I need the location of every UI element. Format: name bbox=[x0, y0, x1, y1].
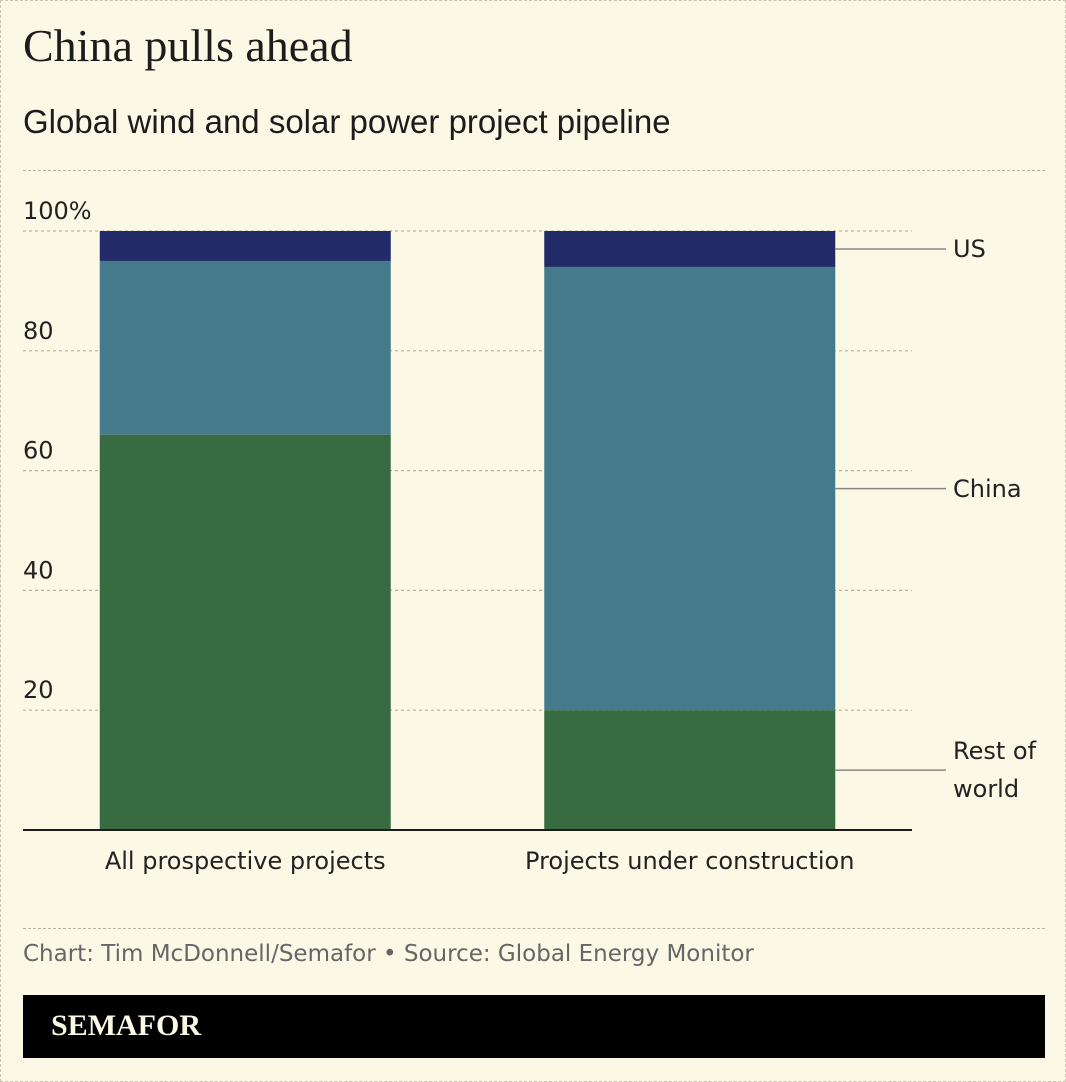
y-tick-label: 40 bbox=[23, 556, 54, 584]
y-tick-label: 100% bbox=[23, 197, 92, 225]
legend-label: China bbox=[953, 474, 1022, 503]
x-tick-label: All prospective projects bbox=[105, 847, 386, 875]
separator bbox=[23, 170, 1045, 171]
separator bbox=[23, 928, 1045, 929]
bar-segment bbox=[99, 260, 391, 435]
brand-logo: SEMAFOR bbox=[51, 1009, 201, 1042]
brand-bar: SEMAFOR bbox=[23, 995, 1045, 1058]
bar-segment bbox=[544, 266, 836, 711]
y-tick-label: 80 bbox=[23, 317, 54, 345]
legend-label: Rest of world bbox=[953, 737, 1037, 804]
chart-subtitle: Global wind and solar power project pipe… bbox=[23, 103, 671, 140]
bar-segment bbox=[544, 231, 836, 267]
source-note: Chart: Tim McDonnell/Semafor • Source: G… bbox=[23, 941, 754, 967]
bar-segment bbox=[99, 231, 391, 261]
legend-label: US bbox=[953, 234, 986, 263]
chart-title: China pulls ahead bbox=[23, 20, 353, 71]
bar-segment bbox=[99, 434, 391, 830]
y-tick-label: 20 bbox=[23, 676, 54, 704]
y-tick-label: 60 bbox=[23, 437, 54, 465]
bar-segment bbox=[544, 710, 836, 830]
x-tick-label: Projects under construction bbox=[525, 847, 854, 875]
chart: 20 40 60 80 100% All prospective projects Proj… bbox=[23, 197, 946, 875]
